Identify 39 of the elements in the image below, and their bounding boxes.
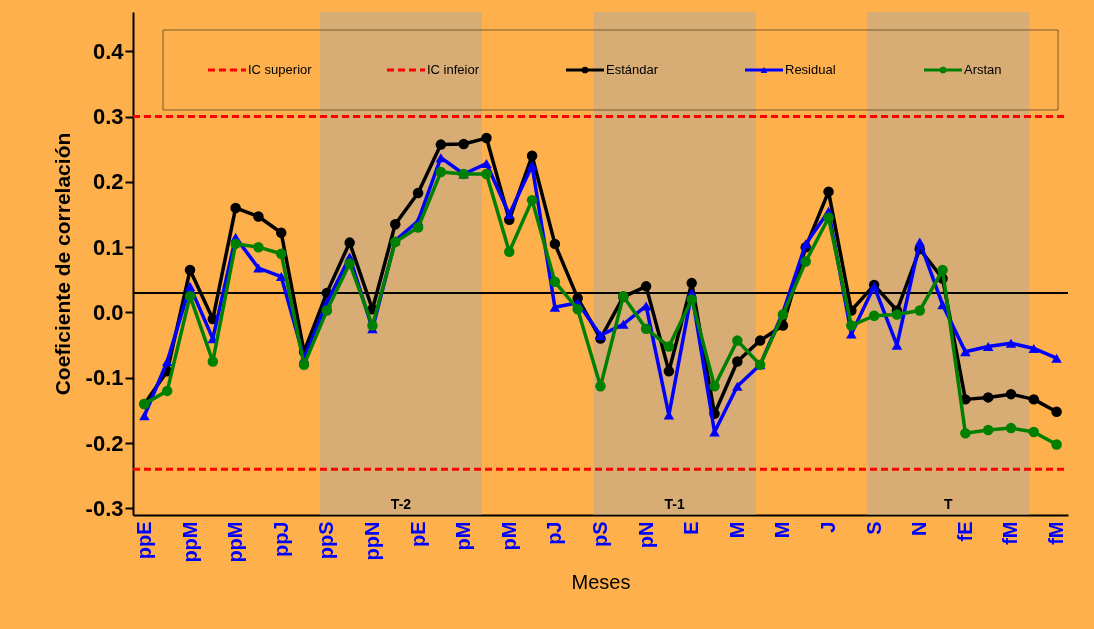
x-axis-title: Meses: [571, 570, 631, 593]
y-tick-label: -0.3: [85, 495, 124, 521]
x-tick-label: pE: [406, 521, 429, 548]
band-label: T-2: [390, 496, 412, 512]
y-tick-label: 0.2: [92, 169, 124, 195]
x-tick-label: fM: [1045, 521, 1068, 545]
x-tick-label: ppN: [360, 521, 383, 561]
legend-label: Estándar: [606, 62, 659, 77]
x-tick-label: N: [908, 521, 931, 536]
y-tick-label: 0.1: [92, 234, 124, 260]
x-tick-label: pN: [634, 521, 657, 549]
x-tick-label: J: [817, 521, 840, 533]
band-label: T: [943, 496, 953, 512]
x-tick-label: pM: [497, 521, 520, 551]
x-tick-label: pJ: [543, 521, 566, 545]
x-tick-label: fM: [999, 521, 1022, 545]
x-tick-label: M: [771, 521, 794, 539]
x-tick-label: fE: [953, 521, 976, 542]
x-tick-label: M: [725, 521, 748, 539]
x-tick-label: S: [862, 521, 885, 535]
y-tick-label: -0.1: [85, 365, 124, 391]
x-tick-label: ppS: [315, 521, 338, 560]
x-tick-label: ppE: [132, 521, 155, 560]
y-tick-label: 0.0: [92, 299, 124, 325]
legend-label: Arstan: [964, 62, 1002, 77]
legend-label: IC superior: [248, 62, 313, 77]
x-tick-label: E: [680, 521, 703, 535]
x-tick-label: ppJ: [269, 521, 292, 558]
x-tick-label: pS: [589, 521, 611, 548]
y-tick-label: -0.2: [85, 430, 124, 456]
band-label: T-1: [664, 496, 685, 512]
x-tick-label: ppM: [178, 521, 201, 563]
y-tick-label: 0.4: [92, 38, 125, 64]
y-tick-label: 0.3: [92, 104, 124, 130]
legend-label: Residual: [785, 62, 836, 77]
x-tick-label: ppM: [224, 521, 247, 563]
y-axis-title: Coeficiente de correlación: [50, 132, 74, 396]
x-tick-label: pM: [452, 521, 475, 551]
legend-label: IC infeior: [427, 62, 480, 77]
